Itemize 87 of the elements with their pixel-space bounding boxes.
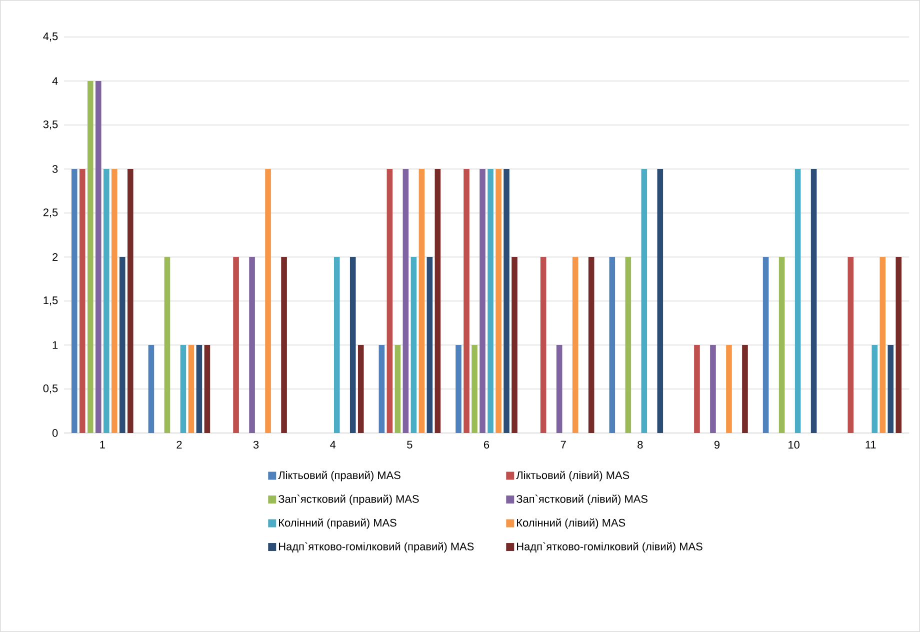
bar (726, 344, 732, 433)
bar (350, 256, 356, 433)
y-tick-label: 1 (52, 341, 58, 349)
bar (119, 256, 126, 433)
x-tick-label: 8 (638, 440, 643, 449)
bar (488, 168, 494, 433)
bar (204, 344, 210, 433)
bar (164, 256, 170, 433)
legend-label: Зап`ястковий (лівий) MAS (516, 494, 648, 506)
legend-label: Надп`ятково-гомілковий (лівий) MAS (517, 542, 702, 553)
legend-label: Ліктьовий (лівий) MAS (516, 470, 630, 482)
bar (504, 168, 510, 433)
y-tick-label: 1,5 (44, 296, 58, 306)
y-tick-label: 0 (52, 429, 58, 437)
x-tick-label: 3 (253, 440, 259, 449)
bar (358, 344, 364, 433)
bar (265, 168, 271, 433)
bar (888, 344, 894, 433)
bar (334, 256, 340, 433)
legend-label: Ліктьовий (правий) MAS (278, 470, 400, 482)
bar (434, 168, 441, 433)
bar (418, 168, 425, 433)
bar (609, 256, 616, 433)
x-tick-label: 7 (560, 440, 566, 448)
bar (103, 168, 110, 433)
x-tick-label: 1 (100, 440, 105, 448)
bar (472, 344, 478, 433)
bar (572, 256, 578, 433)
bar (188, 344, 194, 433)
bar (79, 168, 86, 433)
bar (496, 168, 502, 433)
bar (456, 344, 462, 433)
y-tick-label: 2,5 (43, 208, 58, 218)
y-tick-label: 2 (52, 253, 58, 261)
bar (556, 344, 562, 433)
bar (410, 256, 417, 433)
bar (426, 256, 433, 433)
bar (233, 256, 239, 433)
bar (281, 256, 287, 433)
x-tick-label: 4 (330, 440, 336, 448)
bar (540, 256, 546, 433)
bar (896, 256, 902, 433)
bar (694, 344, 700, 433)
bar (641, 168, 648, 433)
x-tick-label: 6 (484, 440, 490, 449)
bar (794, 168, 801, 433)
bar (464, 168, 470, 433)
bar (180, 344, 186, 433)
x-tick-label: 10 (788, 440, 800, 449)
x-tick-label: 11 (866, 440, 876, 448)
bar (625, 256, 632, 433)
bar (402, 168, 409, 433)
bar (480, 168, 486, 433)
bar (394, 344, 401, 433)
bar (880, 256, 886, 433)
legend-label: Колінний (лівий) MAS (517, 518, 626, 529)
legend-label: Зап`ястковий (правий) MAS (278, 494, 419, 506)
y-tick-label: 0,5 (43, 384, 58, 394)
bar (778, 256, 785, 433)
bar (762, 256, 769, 433)
bar (196, 344, 202, 433)
y-tick-label: 3,5 (43, 120, 58, 130)
bar (810, 168, 817, 433)
bar (588, 256, 594, 433)
bar (249, 256, 255, 433)
y-tick-label: 4 (52, 77, 58, 85)
x-tick-label: 2 (176, 440, 182, 448)
bar (872, 344, 878, 433)
x-tick-label: 5 (407, 440, 412, 448)
bar (148, 344, 154, 433)
y-tick-label: 3 (52, 165, 58, 173)
bar (87, 80, 94, 433)
bar (111, 168, 118, 433)
bar (657, 168, 664, 433)
x-tick-label: 9 (714, 440, 720, 449)
bar (127, 168, 134, 433)
bar (848, 256, 854, 433)
bar (742, 344, 748, 433)
bar (512, 256, 518, 433)
bar (378, 344, 385, 433)
bar (95, 80, 102, 433)
legend-label: Колінний (правий) MAS (279, 518, 396, 529)
bar (710, 344, 716, 433)
y-tick-label: 4,5 (43, 32, 58, 42)
bar (71, 168, 78, 433)
legend-label: Надп`ятково-гомілковий (правий) MAS (279, 542, 474, 553)
bar (386, 168, 393, 433)
